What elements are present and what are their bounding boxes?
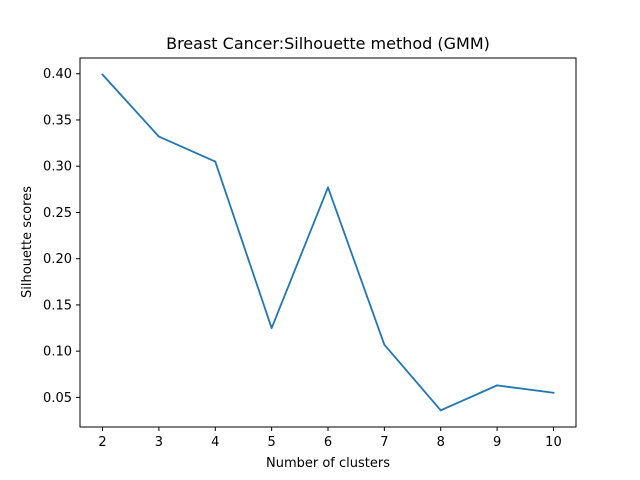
x-tick-label: 4 — [211, 435, 219, 450]
x-tick-label: 9 — [493, 435, 501, 450]
x-tick-label: 10 — [545, 435, 562, 450]
y-axis-ticks: 0.05 0.10 0.15 0.20 0.25 0.30 0.35 0.40 — [43, 67, 80, 406]
x-tick-label: 2 — [98, 435, 106, 450]
data-point — [327, 186, 329, 189]
x-tick-label: 6 — [324, 435, 332, 450]
x-tick-label: 8 — [437, 435, 445, 450]
y-axis-title: Silhouette scores — [20, 186, 35, 298]
series-layer — [101, 73, 555, 412]
data-point — [214, 160, 217, 163]
y-tick-label: 0.15 — [43, 298, 72, 313]
plot-area-frame — [79, 57, 577, 428]
x-tick-label: 7 — [380, 435, 388, 450]
x-tick-label: 3 — [155, 435, 163, 450]
y-tick-label: 0.40 — [43, 67, 72, 82]
y-tick-label: 0.10 — [43, 345, 72, 360]
y-tick-label: 0.05 — [43, 391, 72, 406]
data-point — [552, 391, 555, 394]
x-axis-ticks: 2 3 4 5 6 7 8 9 10 — [98, 427, 562, 450]
data-point — [439, 409, 442, 412]
y-tick-label: 0.25 — [43, 206, 72, 221]
data-point — [270, 327, 273, 329]
y-tick-label: 0.35 — [43, 113, 72, 128]
x-tick-label: 5 — [267, 435, 275, 450]
chart-title: Breast Cancer:Silhouette method (GMM) — [166, 34, 490, 53]
x-axis-title: Number of clusters — [266, 456, 390, 471]
data-point — [158, 135, 160, 138]
y-tick-label: 0.20 — [43, 252, 72, 267]
data-point — [101, 73, 104, 76]
data-point — [383, 343, 386, 346]
y-tick-label: 0.30 — [43, 160, 72, 175]
data-point — [496, 384, 498, 387]
